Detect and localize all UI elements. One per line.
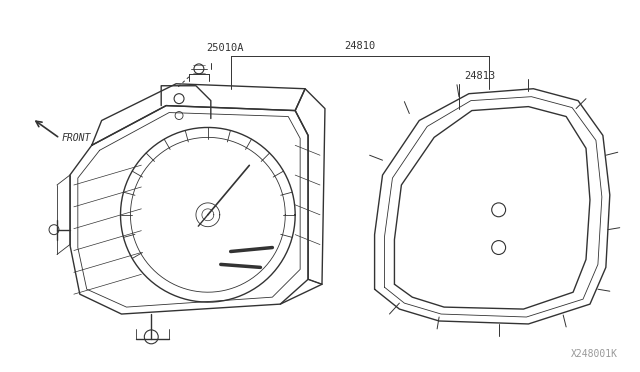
Text: 24813: 24813 xyxy=(464,71,495,81)
Text: X248001K: X248001K xyxy=(571,349,618,359)
Text: 25010A: 25010A xyxy=(206,43,243,53)
Text: FRONT: FRONT xyxy=(62,133,92,143)
Text: 24810: 24810 xyxy=(344,41,375,51)
